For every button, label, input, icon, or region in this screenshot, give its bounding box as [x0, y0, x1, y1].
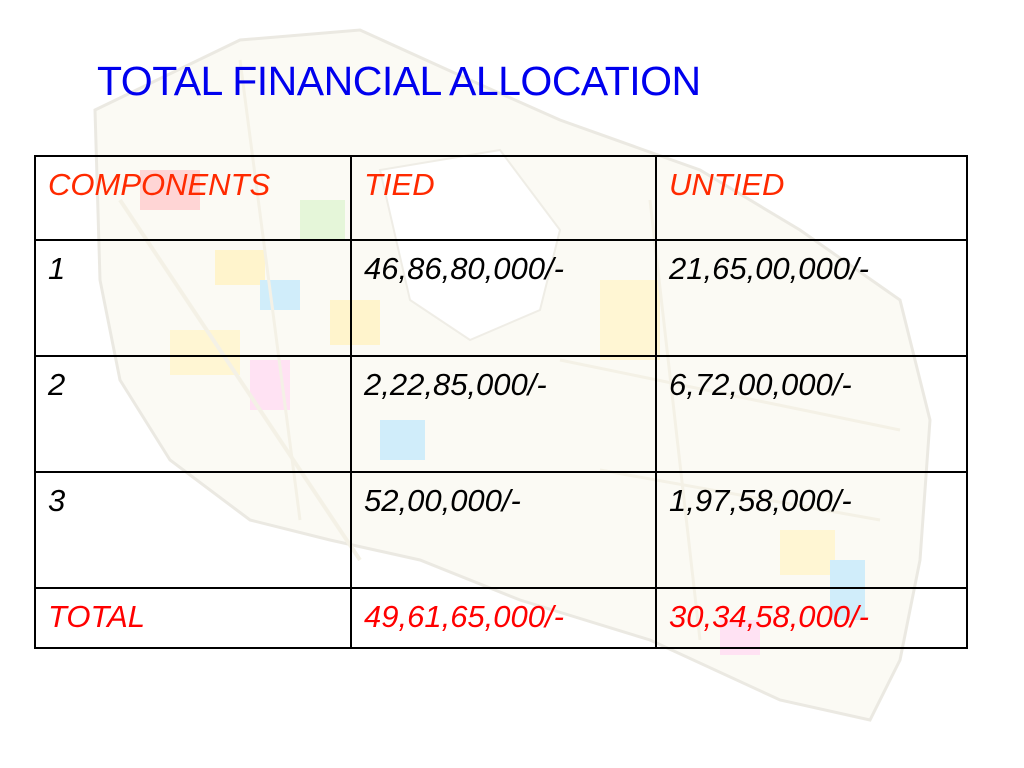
table-row: 3 52,00,000/- 1,97,58,000/-	[34, 471, 968, 589]
table-row: 2 2,22,85,000/- 6,72,00,000/-	[34, 355, 968, 473]
table-header-row: COMPONENTS TIED UNTIED	[34, 155, 968, 241]
allocation-table: COMPONENTS TIED UNTIED 1 46,86,80,000/- …	[34, 155, 968, 649]
page-title: TOTAL FINANCIAL ALLOCATION	[97, 58, 701, 104]
total-untied-cell: 30,34,58,000/-	[655, 587, 968, 649]
header-tied: TIED	[350, 155, 657, 241]
row-untied-cell: 6,72,00,000/-	[655, 355, 968, 473]
total-label-cell: TOTAL	[34, 587, 352, 649]
row-tied-cell: 46,86,80,000/-	[350, 239, 657, 357]
row-untied-cell: 21,65,00,000/-	[655, 239, 968, 357]
row-tied-cell: 2,22,85,000/-	[350, 355, 657, 473]
row-component-cell: 3	[34, 471, 352, 589]
row-component-cell: 1	[34, 239, 352, 357]
table-total-row: TOTAL 49,61,65,000/- 30,34,58,000/-	[34, 587, 968, 649]
row-component-cell: 2	[34, 355, 352, 473]
row-untied-cell: 1,97,58,000/-	[655, 471, 968, 589]
row-tied-cell: 52,00,000/-	[350, 471, 657, 589]
header-untied: UNTIED	[655, 155, 968, 241]
table-row: 1 46,86,80,000/- 21,65,00,000/-	[34, 239, 968, 357]
header-components: COMPONENTS	[34, 155, 352, 241]
total-tied-cell: 49,61,65,000/-	[350, 587, 657, 649]
